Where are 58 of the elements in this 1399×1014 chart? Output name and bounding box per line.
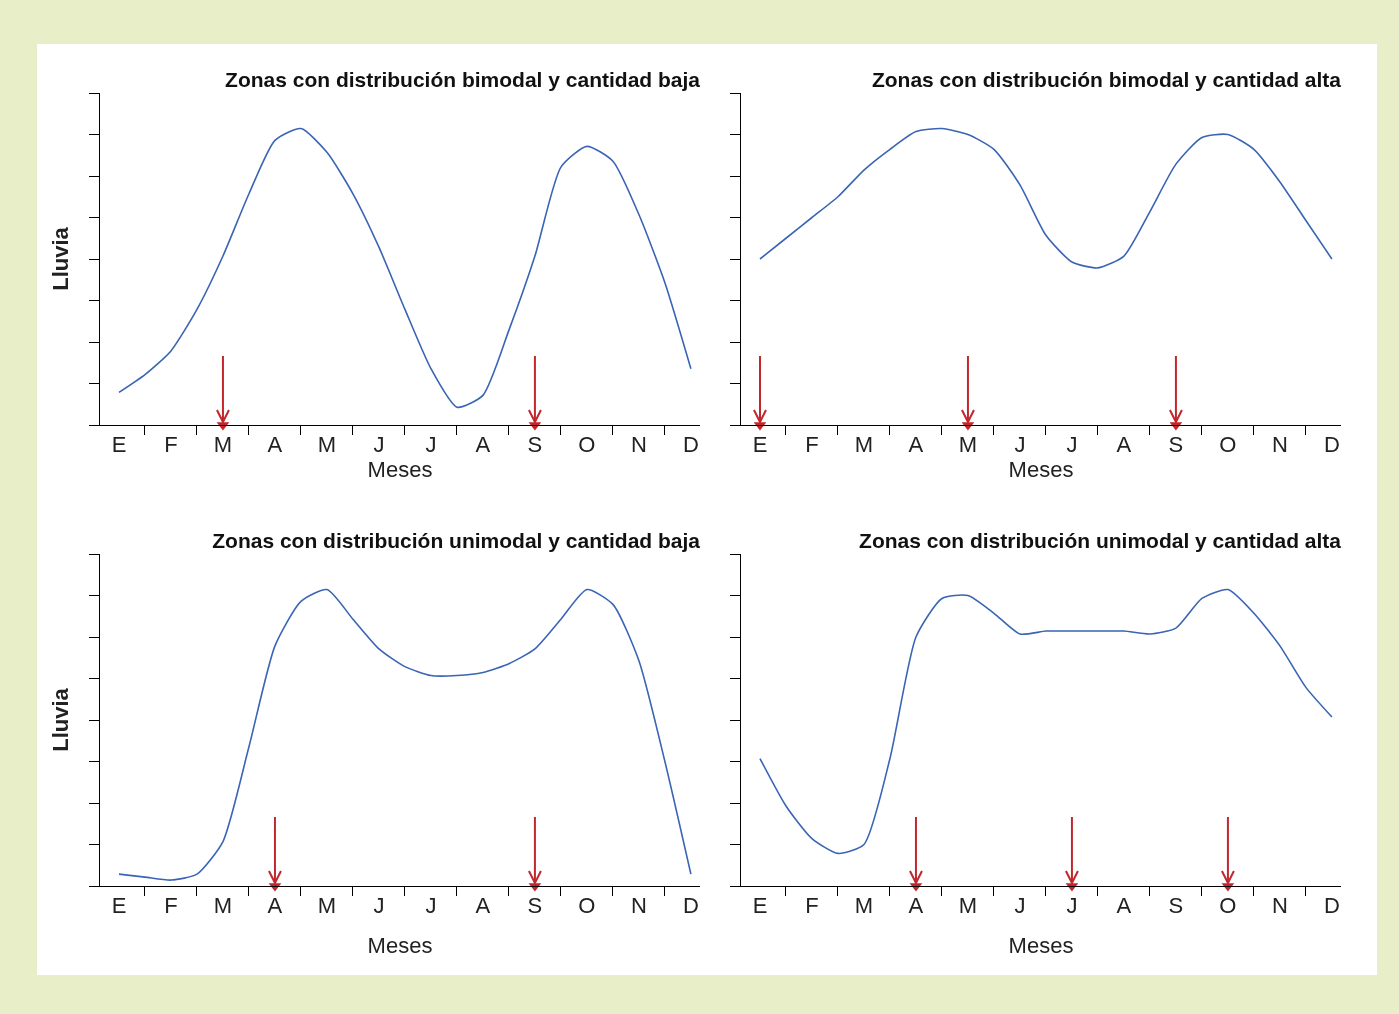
x-tick-label: S [1168, 893, 1184, 919]
x-tick-label: M [958, 893, 978, 919]
x-tick-label: E [111, 893, 127, 919]
x-tick-label: A [267, 893, 283, 919]
x-tick-label: D [682, 432, 699, 458]
x-tick-label: N [1271, 432, 1288, 458]
x-tick-label: F [805, 432, 819, 458]
x-tick-label: E [752, 893, 768, 919]
x-tick-label: S [527, 893, 543, 919]
x-tick-label: J [425, 893, 437, 919]
x-tick-label: F [805, 893, 819, 919]
x-tick-label: M [213, 893, 233, 919]
x-tick-label: M [958, 432, 978, 458]
x-tick-label: S [527, 432, 543, 458]
x-tick-label: A [908, 893, 924, 919]
x-tick-label: F [164, 893, 178, 919]
chart-title: Zonas con distribución bimodal y cantidad alta [871, 68, 1342, 91]
x-tick-label: A [908, 432, 924, 458]
x-tick-label: M [317, 432, 337, 458]
x-tick-label: N [630, 893, 647, 919]
chart-title: Zonas con distribución unimodal y cantidad alta [859, 529, 1342, 552]
x-tick-label: D [1323, 432, 1340, 458]
x-tick-label: A [475, 893, 491, 919]
x-tick-label: M [854, 432, 874, 458]
x-tick-label: F [164, 432, 178, 458]
x-tick-label: J [1066, 893, 1078, 919]
x-tick-label: J [1014, 432, 1026, 458]
x-tick-label: D [1323, 893, 1340, 919]
x-tick-label: S [1168, 432, 1184, 458]
x-tick-label: O [1219, 893, 1237, 919]
x-tick-label: J [1066, 432, 1078, 458]
y-axis-title: Lluvia [47, 226, 73, 291]
x-axis-title: Meses [367, 457, 433, 483]
x-tick-label: A [1116, 432, 1132, 458]
x-tick-label: E [111, 432, 127, 458]
x-tick-label: J [373, 893, 385, 919]
x-axis-title: Meses [367, 933, 433, 959]
chart-title: Zonas con distribución unimodal y cantidad baja [212, 529, 701, 552]
chart-title: Zonas con distribución bimodal y cantidad baja [225, 68, 701, 91]
x-tick-label: M [317, 893, 337, 919]
x-tick-label: J [373, 432, 385, 458]
x-tick-label: D [682, 893, 699, 919]
x-tick-label: N [630, 432, 647, 458]
x-tick-label: N [1271, 893, 1288, 919]
x-tick-label: J [1014, 893, 1026, 919]
x-tick-label: O [578, 432, 596, 458]
y-axis-title: Lluvia [47, 687, 73, 752]
x-tick-label: M [854, 893, 874, 919]
x-tick-label: J [425, 432, 437, 458]
x-tick-label: A [475, 432, 491, 458]
x-tick-label: O [1219, 432, 1237, 458]
x-tick-label: M [213, 432, 233, 458]
x-tick-label: O [578, 893, 596, 919]
x-axis-title: Meses [1008, 933, 1074, 959]
x-tick-label: E [752, 432, 768, 458]
x-tick-label: A [267, 432, 283, 458]
x-tick-label: A [1116, 893, 1132, 919]
x-axis-title: Meses [1008, 457, 1074, 483]
